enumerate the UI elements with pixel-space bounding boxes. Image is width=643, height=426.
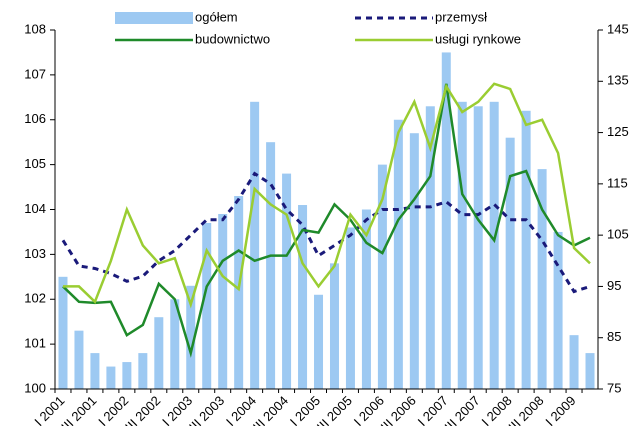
x-tick-label: III 2002 (122, 393, 163, 426)
bar (266, 142, 276, 389)
y-tick-label: 102 (24, 291, 46, 306)
bar (505, 137, 515, 389)
y-tick-label: 104 (24, 201, 46, 216)
bar (106, 366, 116, 389)
bar (186, 285, 196, 389)
bar (234, 196, 244, 389)
bar (314, 294, 324, 389)
bar (122, 362, 132, 389)
y-tick-label: 103 (24, 246, 46, 261)
bar (74, 330, 84, 389)
bar (345, 227, 355, 389)
bar (58, 276, 68, 389)
bar (202, 222, 212, 389)
legend-label: usługi rynkowe (435, 31, 521, 46)
y2-tick-label: 125 (607, 124, 629, 139)
y2-tick-label: 115 (607, 175, 628, 190)
bar (170, 299, 180, 389)
y-tick-label: 108 (24, 21, 46, 36)
legend-swatch (115, 12, 193, 24)
legend-label: budownictwo (195, 31, 270, 46)
y-tick-label: 101 (24, 336, 46, 351)
bar (90, 353, 100, 389)
bar (569, 335, 579, 389)
bar (361, 209, 371, 389)
x-tick-label: III 2008 (505, 393, 546, 426)
bar (521, 110, 531, 390)
y2-tick-label: 95 (607, 278, 621, 293)
y2-tick-label: 135 (607, 73, 629, 88)
bar (537, 169, 547, 389)
bar (489, 101, 499, 390)
x-tick-label: III 2006 (378, 393, 419, 426)
bar (409, 133, 419, 389)
bar (441, 52, 451, 389)
line-series (62, 83, 591, 358)
x-tick-label: III 2003 (186, 393, 227, 426)
x-tick-label: I 2009 (542, 393, 578, 426)
y2-tick-label: 145 (607, 21, 629, 36)
bar (553, 231, 563, 389)
bar (329, 263, 339, 389)
bar (154, 317, 164, 389)
bar (425, 106, 435, 389)
bar (250, 101, 260, 390)
y-tick-label: 100 (24, 380, 46, 395)
y2-tick-label: 75 (607, 380, 621, 395)
bar (298, 205, 308, 389)
line-series (62, 82, 591, 309)
legend-label: przemysł (435, 9, 487, 24)
bar (457, 101, 467, 390)
bar (393, 119, 403, 389)
bar (282, 173, 292, 389)
bar (377, 164, 387, 389)
y-tick-label: 107 (24, 66, 46, 81)
bar (138, 353, 148, 389)
x-tick-label: III 2007 (441, 393, 482, 426)
y-tick-label: 106 (24, 111, 46, 126)
y-tick-label: 105 (24, 156, 46, 171)
x-tick-label: III 2004 (250, 393, 291, 426)
y2-tick-label: 85 (607, 329, 621, 344)
bar (585, 353, 595, 389)
y2-tick-label: 105 (607, 227, 629, 242)
legend-label: ogółem (195, 9, 238, 24)
bar (218, 213, 228, 389)
x-tick-label: III 2005 (314, 393, 355, 426)
x-tick-label: III 2001 (58, 393, 99, 426)
bar (473, 106, 483, 389)
